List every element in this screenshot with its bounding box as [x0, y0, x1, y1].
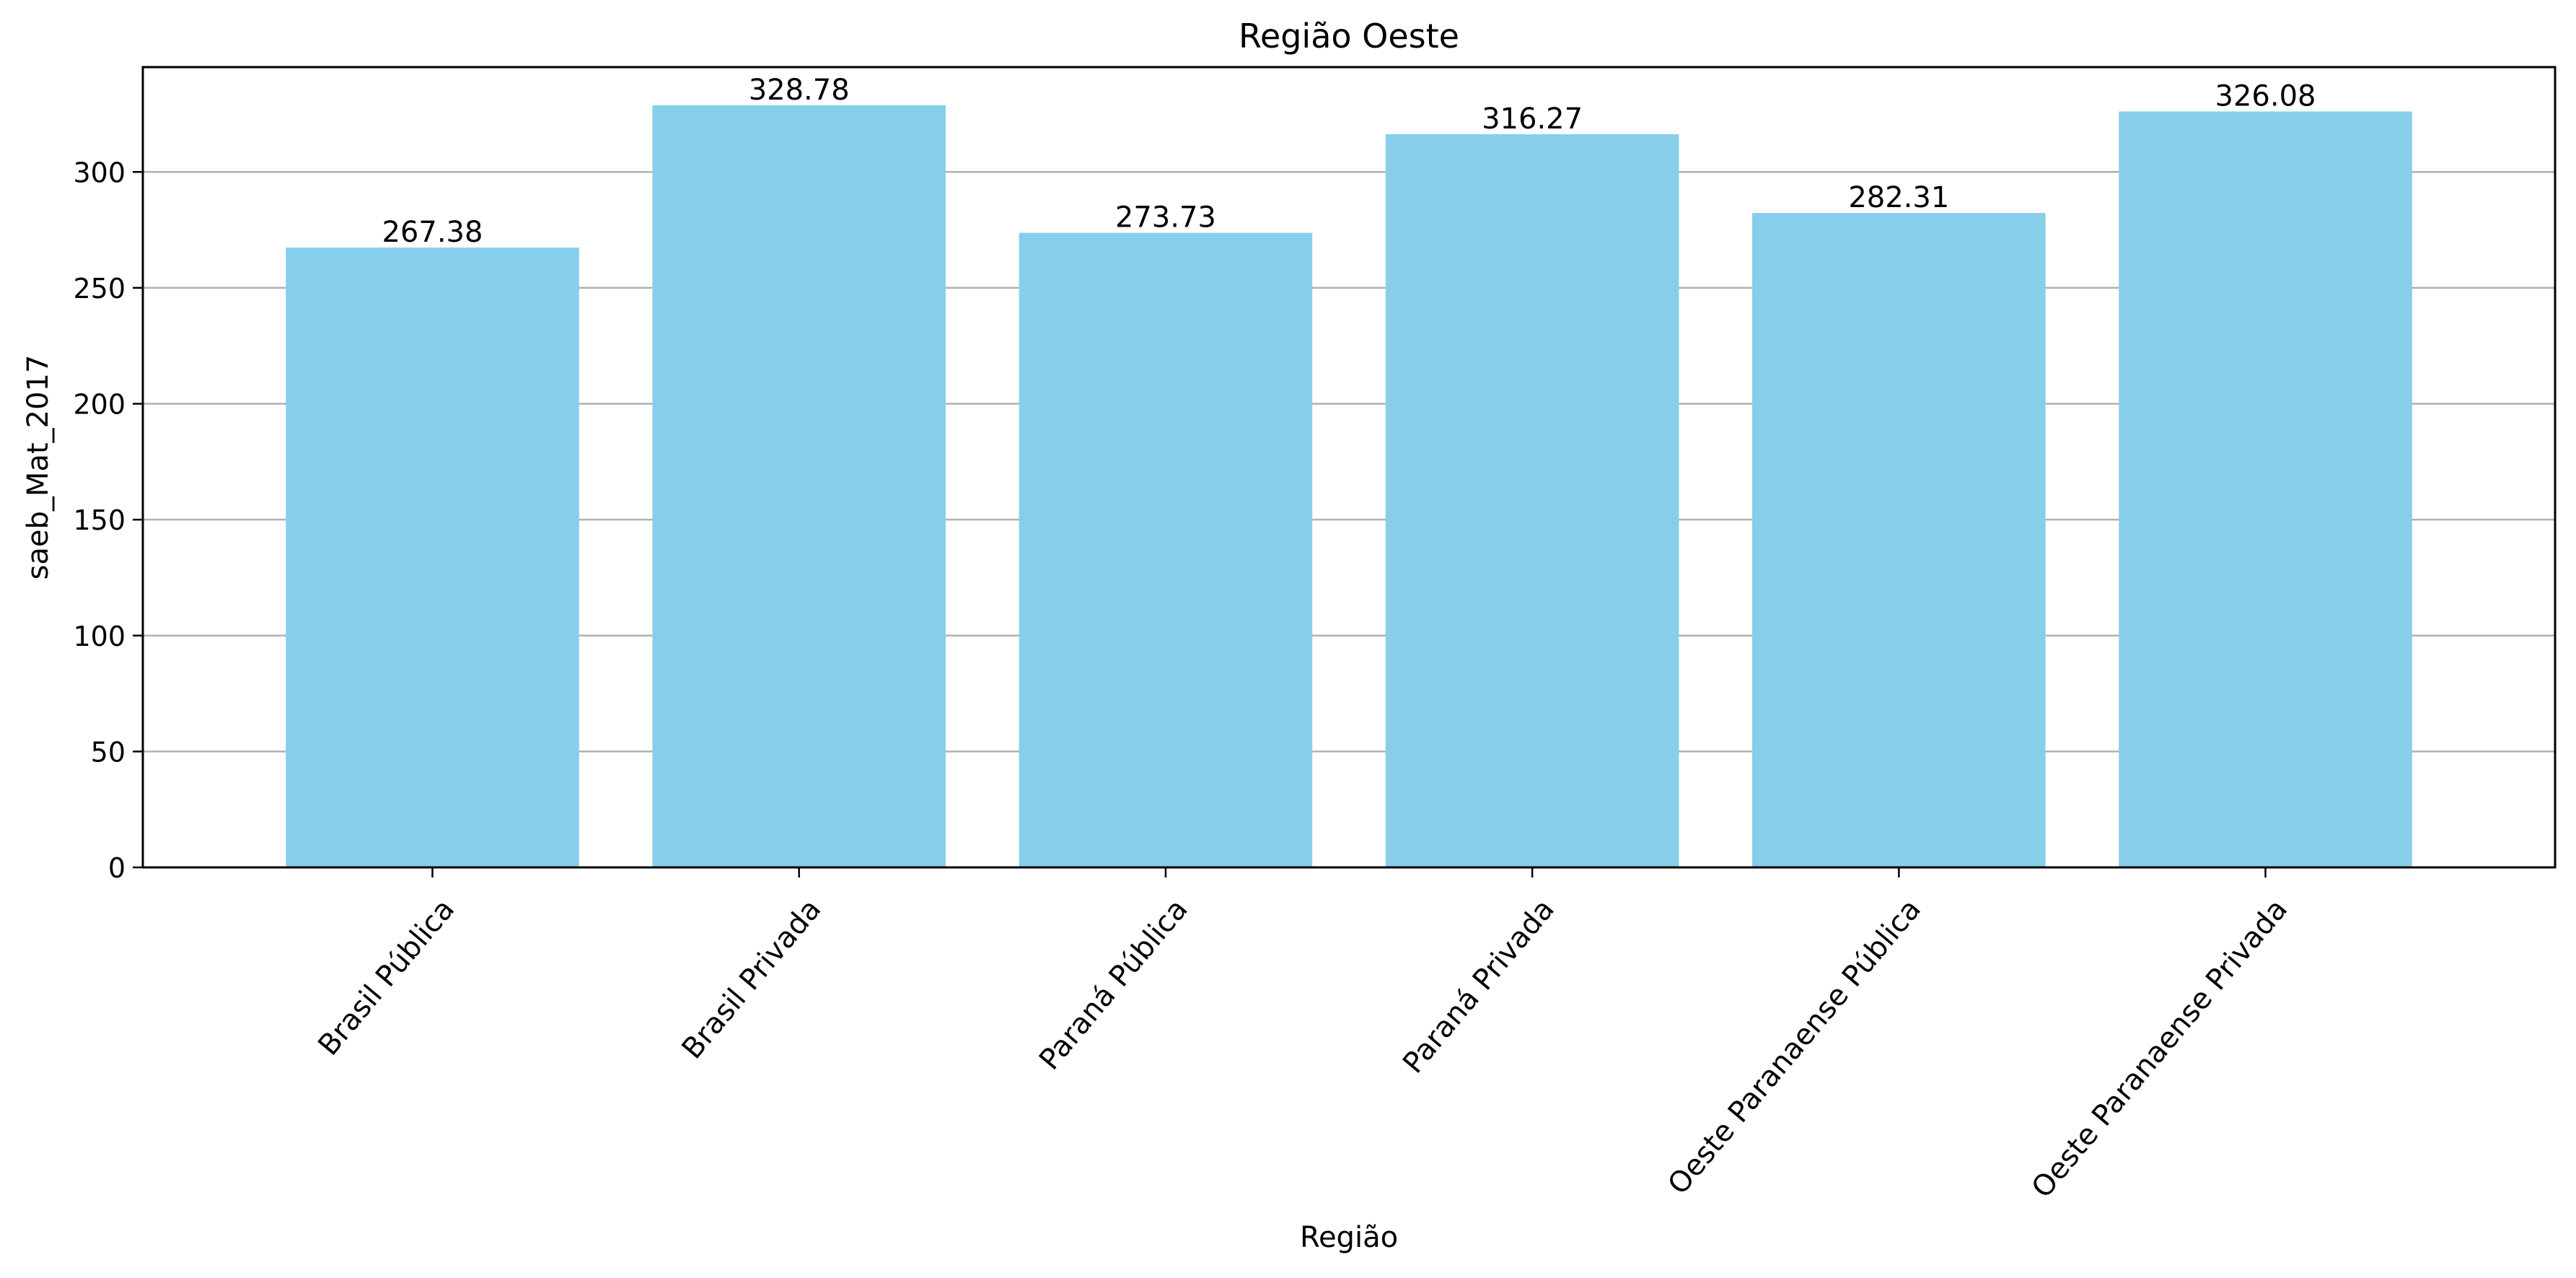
plot-frame — [141, 66, 2557, 869]
bar — [652, 105, 946, 867]
bar — [2119, 111, 2412, 867]
y-axis-label: saeb_Mat_2017 — [22, 355, 55, 580]
y-axis-ticks: 0 50 100 150 200 250 300 — [73, 157, 143, 884]
bar-value-label: 316.27 — [1482, 102, 1583, 136]
bar-value-label: 326.08 — [2215, 79, 2316, 113]
bar — [1019, 232, 1313, 867]
bar-value-label: 273.73 — [1115, 201, 1216, 235]
y-tick-label: 200 — [73, 389, 126, 421]
bar-value-label: 328.78 — [749, 74, 850, 107]
chart-title: Região Oeste — [1239, 17, 1459, 56]
y-tick-label: 300 — [73, 157, 126, 188]
bar — [1385, 134, 1679, 868]
bar — [286, 248, 579, 868]
bar — [1752, 213, 2046, 868]
x-axis-label: Região — [1300, 1221, 1398, 1254]
y-tick-label: 50 — [91, 736, 126, 768]
bar-value-label: 267.38 — [382, 216, 483, 249]
y-tick-label: 250 — [73, 273, 126, 305]
bar-value-labels: 267.38 328.78 273.73 316.27 282.31 326.08 — [382, 74, 2316, 249]
bars — [286, 105, 2412, 868]
y-tick-label: 0 — [108, 852, 126, 884]
y-tick-label: 150 — [73, 504, 126, 536]
bar-value-label: 282.31 — [1848, 181, 1949, 214]
y-tick-label: 100 — [73, 621, 126, 652]
